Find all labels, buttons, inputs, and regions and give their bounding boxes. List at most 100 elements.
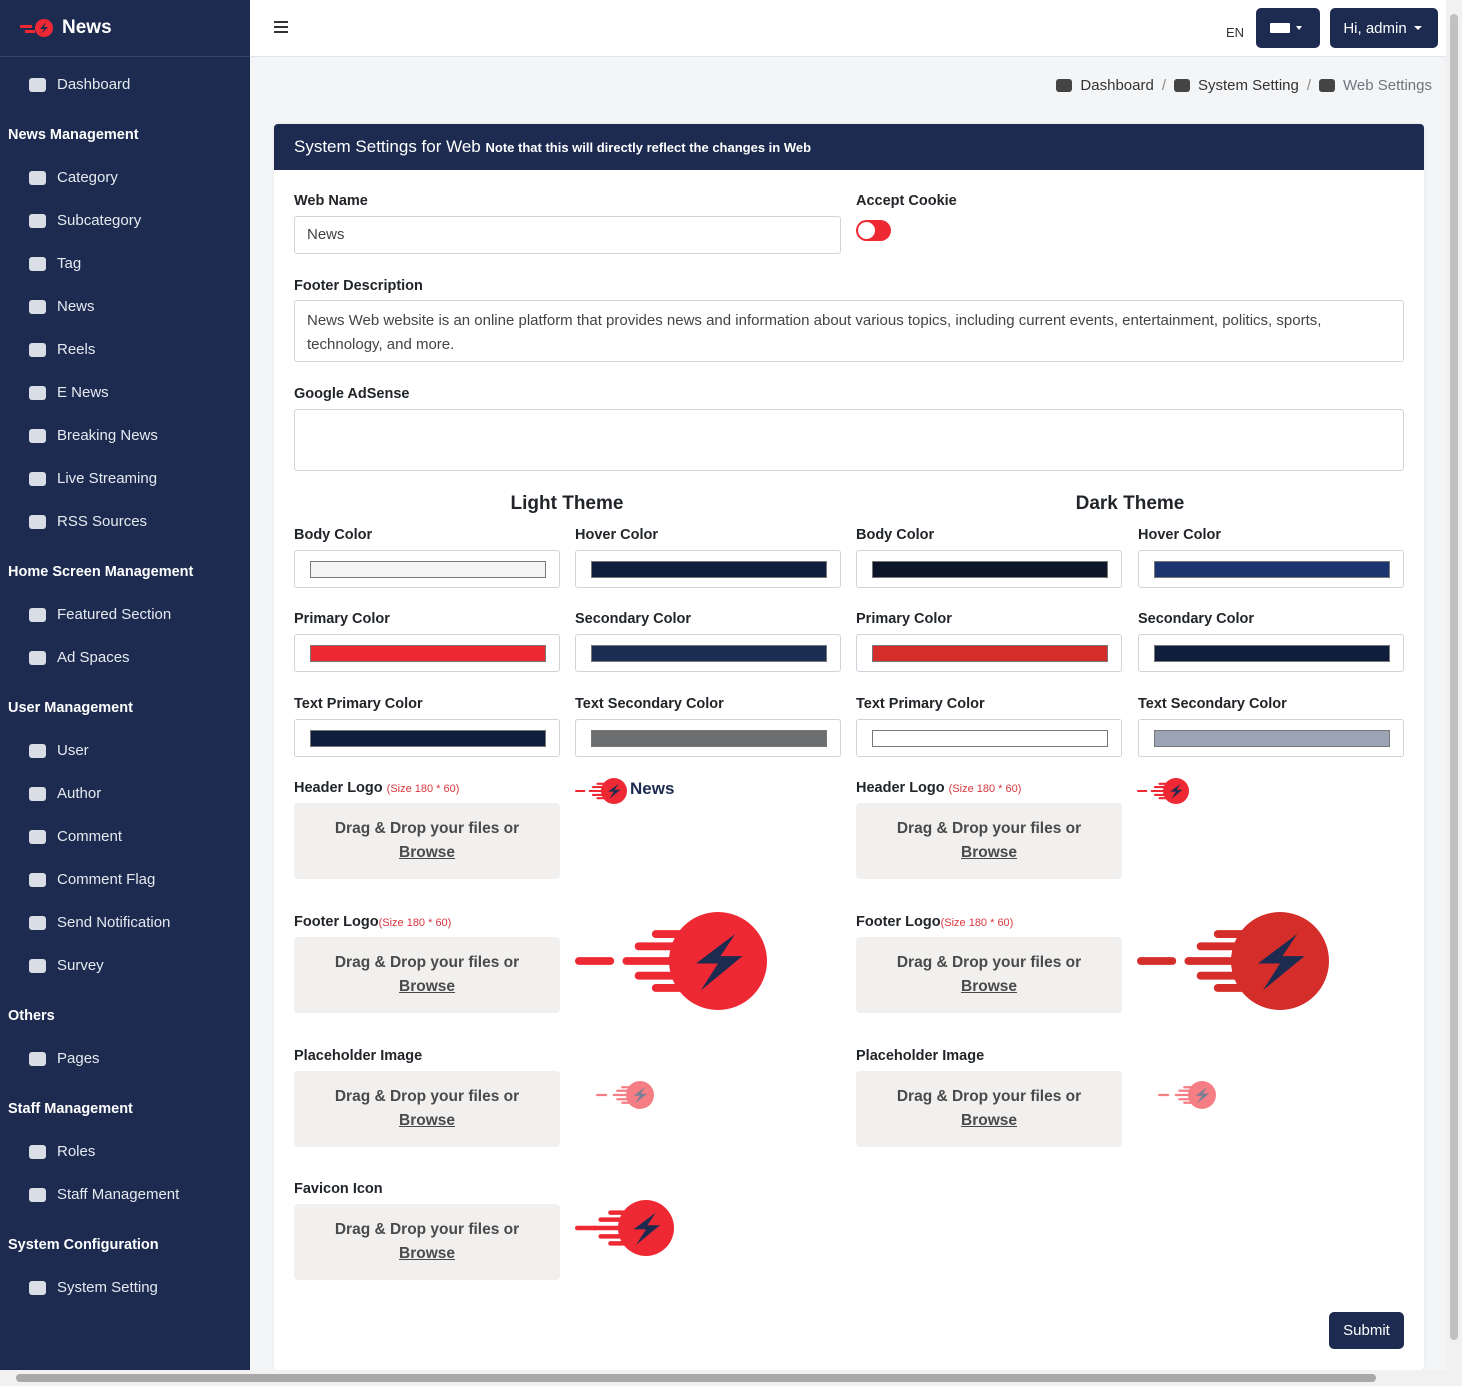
color-swatch — [872, 730, 1108, 747]
menu-heading: News Management — [8, 127, 139, 143]
menu-icon — [29, 873, 46, 887]
card-title-row: System Settings for Web Note that this w… — [294, 137, 811, 157]
field-label: Secondary Color — [575, 611, 692, 627]
dropzone-text: Drag & Drop your files or — [334, 1088, 520, 1105]
menu-toggle[interactable] — [274, 21, 288, 34]
browse-link[interactable]: Browse — [399, 844, 455, 861]
menu-heading: System Configuration — [8, 1237, 159, 1253]
logo-preview — [596, 1081, 654, 1109]
menu-icon — [29, 1052, 46, 1066]
breadcrumb-icon — [1319, 79, 1336, 92]
menu-item[interactable]: Roles — [57, 1143, 96, 1160]
web-name-input[interactable]: News — [294, 216, 841, 254]
menu-heading: Home Screen Management — [8, 564, 194, 580]
browse-link[interactable]: Browse — [961, 844, 1017, 861]
color-swatch — [1154, 645, 1390, 662]
menu-item[interactable]: Breaking News — [57, 427, 158, 444]
field-label: Favicon Icon — [294, 1181, 383, 1197]
color-input[interactable] — [294, 550, 560, 588]
adsense-input[interactable] — [294, 409, 1404, 471]
field-label: Text Primary Color — [294, 696, 423, 712]
dropzone[interactable]: Drag & Drop your files or Browse — [294, 803, 560, 879]
menu-icon — [29, 787, 46, 801]
submit-button[interactable]: Submit — [1329, 1312, 1404, 1349]
menu-item[interactable]: User — [57, 742, 89, 759]
field-label: Header Logo (Size 180 * 60) — [856, 780, 1022, 796]
menu-item[interactable]: RSS Sources — [57, 513, 148, 530]
field-label: Accept Cookie — [856, 193, 957, 209]
menu-item[interactable]: Staff Management — [57, 1186, 180, 1203]
user-menu[interactable]: Hi, admin — [1330, 8, 1438, 48]
browse-link[interactable]: Browse — [961, 1112, 1017, 1129]
menu-item[interactable]: System Setting — [57, 1279, 158, 1296]
menu-icon — [29, 78, 46, 92]
color-input[interactable] — [856, 634, 1122, 672]
menu-item[interactable]: Featured Section — [57, 606, 172, 623]
menu-item[interactable]: Survey — [57, 957, 104, 974]
color-input[interactable] — [1138, 550, 1404, 588]
field-label: Placeholder Image — [294, 1048, 423, 1064]
color-swatch — [591, 645, 827, 662]
menu-item[interactable]: Subcategory — [57, 212, 142, 229]
dropzone[interactable]: Drag & Drop your files or Browse — [856, 803, 1122, 879]
menu-item[interactable]: Send Notification — [57, 914, 171, 931]
logo-preview — [575, 1200, 674, 1256]
menu-icon — [29, 429, 46, 443]
browse-link[interactable]: Browse — [961, 978, 1017, 995]
dropzone[interactable]: Drag & Drop your files or Browse — [294, 1204, 560, 1280]
field-label: Footer Logo(Size 180 * 60) — [856, 914, 1014, 930]
color-input[interactable] — [294, 719, 560, 757]
menu-item[interactable]: Ad Spaces — [57, 649, 130, 666]
color-swatch — [310, 645, 546, 662]
card-header: System Settings for Web Note that this w… — [274, 124, 1424, 170]
browse-link[interactable]: Browse — [399, 978, 455, 995]
color-input[interactable] — [1138, 719, 1404, 757]
menu-icon — [29, 1281, 46, 1295]
breadcrumb-item: Web Settings — [1343, 77, 1432, 94]
menu-item[interactable]: E News — [57, 384, 109, 401]
menu-item[interactable]: Comment Flag — [57, 871, 156, 888]
menu-item[interactable]: Dashboard — [57, 76, 131, 93]
menu-item[interactable]: Reels — [57, 341, 96, 358]
menu-item[interactable]: Pages — [57, 1050, 100, 1067]
color-input[interactable] — [575, 550, 841, 588]
color-input[interactable] — [575, 634, 841, 672]
menu-item[interactable]: Live Streaming — [57, 470, 158, 487]
size-note: (Size 180 * 60) — [378, 917, 452, 929]
color-input[interactable] — [294, 634, 560, 672]
menu-icon — [29, 386, 46, 400]
color-input[interactable] — [856, 719, 1122, 757]
settings-card: System Settings for Web Note that this w… — [274, 124, 1424, 1370]
dropzone[interactable]: Drag & Drop your files or Browse — [856, 937, 1122, 1013]
menu-item[interactable]: Category — [57, 169, 118, 186]
color-swatch — [872, 645, 1108, 662]
card-note: Note that this will directly reflect the… — [485, 140, 812, 155]
dropzone-text: Drag & Drop your files or — [896, 954, 1082, 971]
dropzone[interactable]: Drag & Drop your files or Browse — [294, 1071, 560, 1147]
color-input[interactable] — [856, 550, 1122, 588]
scrollbar-h[interactable] — [0, 1370, 1462, 1386]
menu-item[interactable]: Comment — [57, 828, 123, 845]
browse-link[interactable]: Browse — [399, 1112, 455, 1129]
color-input[interactable] — [1138, 634, 1404, 672]
field-label: Placeholder Image — [856, 1048, 985, 1064]
breadcrumb-item[interactable]: Dashboard — [1080, 77, 1154, 94]
dropzone[interactable]: Drag & Drop your files or Browse — [856, 1071, 1122, 1147]
browse-link[interactable]: Browse — [399, 1245, 455, 1262]
menu-icon — [29, 257, 46, 271]
breadcrumb-item[interactable]: System Setting — [1197, 77, 1299, 94]
breadcrumb-separator: / — [1306, 77, 1312, 94]
language-button[interactable] — [1256, 8, 1320, 48]
size-note: (Size 180 * 60) — [386, 783, 460, 795]
scrollbar-v[interactable] — [1446, 0, 1462, 1370]
dropzone[interactable]: Drag & Drop your files or Browse — [294, 937, 560, 1013]
menu-icon — [29, 472, 46, 486]
menu-item[interactable]: News — [57, 298, 95, 315]
footer-description-input[interactable]: News Web website is an online platform t… — [294, 300, 1404, 362]
menu-item[interactable]: Author — [57, 785, 102, 802]
breadcrumb-icon — [1056, 79, 1073, 92]
breadcrumb-icon — [1173, 79, 1190, 92]
color-input[interactable] — [575, 719, 841, 757]
menu-item[interactable]: Tag — [57, 255, 82, 272]
